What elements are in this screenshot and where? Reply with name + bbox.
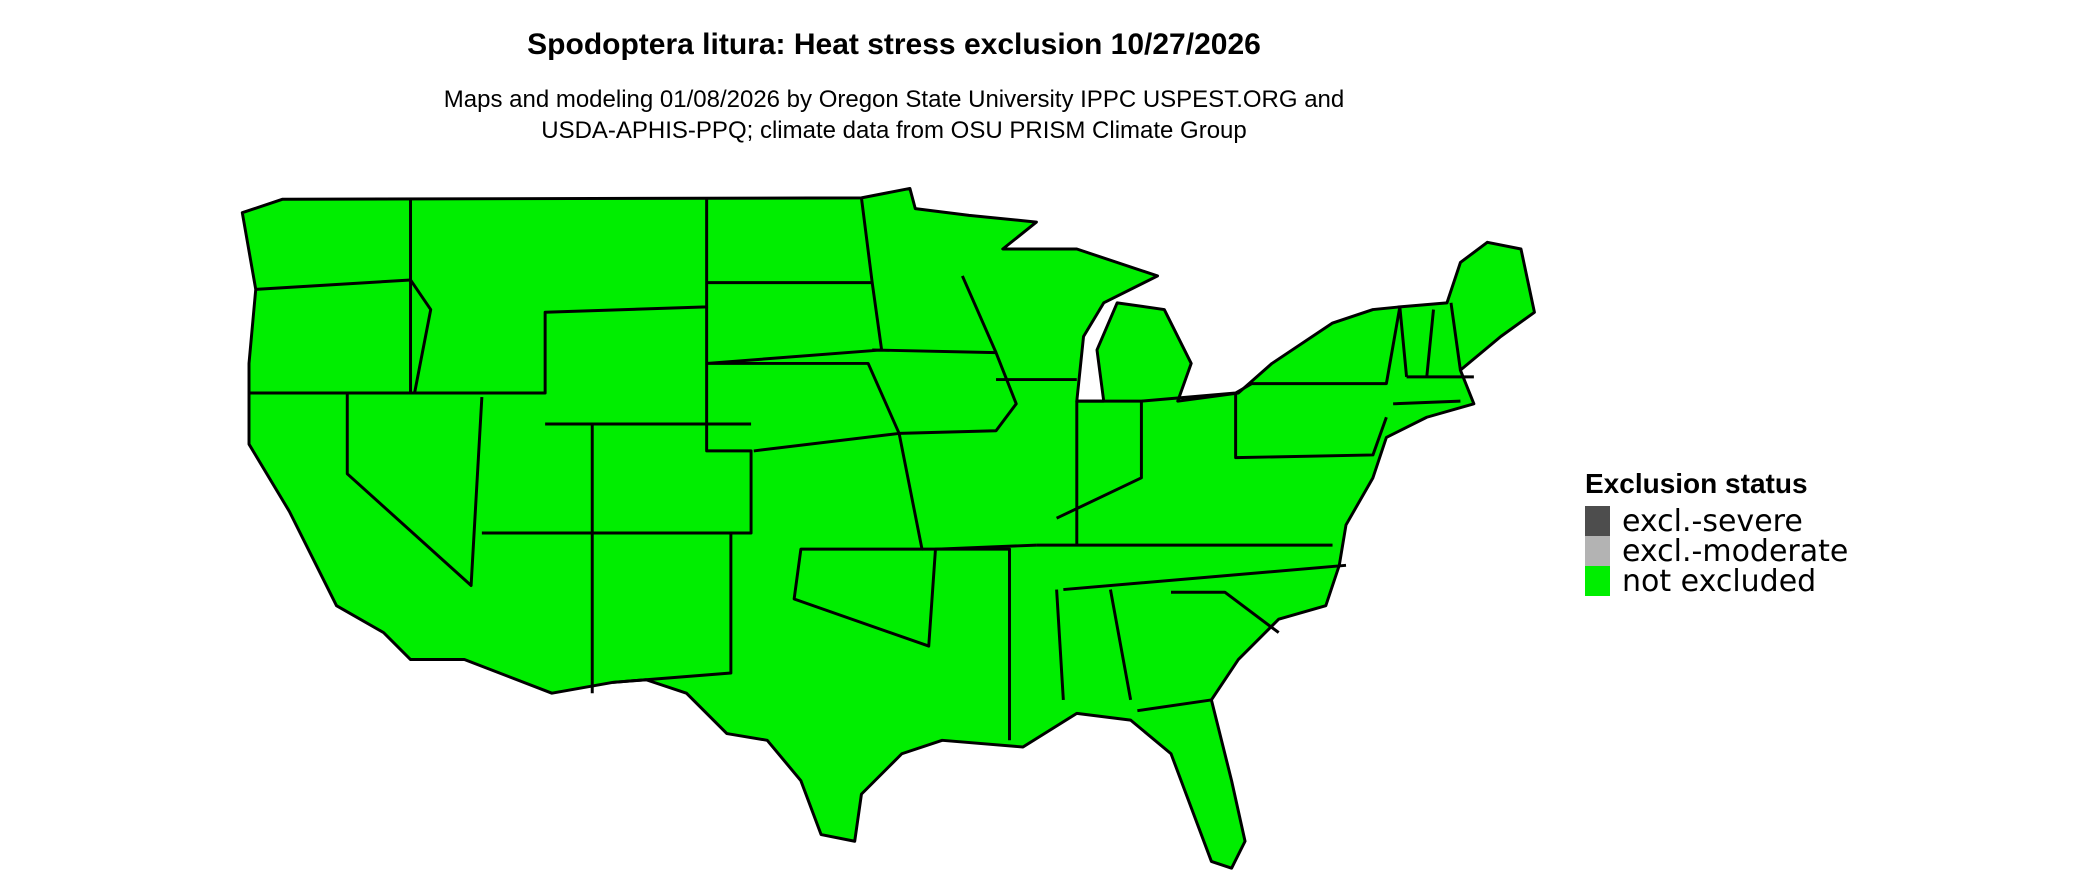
legend-item-severe: excl.-severe xyxy=(1585,503,1848,539)
legend-swatch-severe xyxy=(1585,506,1610,536)
legend-label: excl.-severe xyxy=(1622,503,1803,539)
map-subtitle-line1: Maps and modeling 01/08/2026 by Oregon S… xyxy=(443,86,1345,113)
us-outline xyxy=(240,186,1536,870)
legend-label: not excluded xyxy=(1622,563,1817,599)
state-borders xyxy=(249,197,1474,741)
map-title: Spodoptera litura: Heat stress exclusion… xyxy=(527,28,1261,61)
legend-title: Exclusion status xyxy=(1585,468,1808,499)
map-subtitle-line2: USDA-APHIS-PPQ; climate data from OSU PR… xyxy=(541,117,1247,144)
legend: Exclusion status excl.-severe excl.-mode… xyxy=(1585,468,1849,599)
legend-label: excl.-moderate xyxy=(1622,533,1849,569)
legend-swatch-not-excluded xyxy=(1585,566,1610,596)
legend-swatch-moderate xyxy=(1585,536,1610,566)
legend-item-moderate: excl.-moderate xyxy=(1585,533,1849,569)
legend-item-not-excluded: not excluded xyxy=(1585,563,1848,599)
